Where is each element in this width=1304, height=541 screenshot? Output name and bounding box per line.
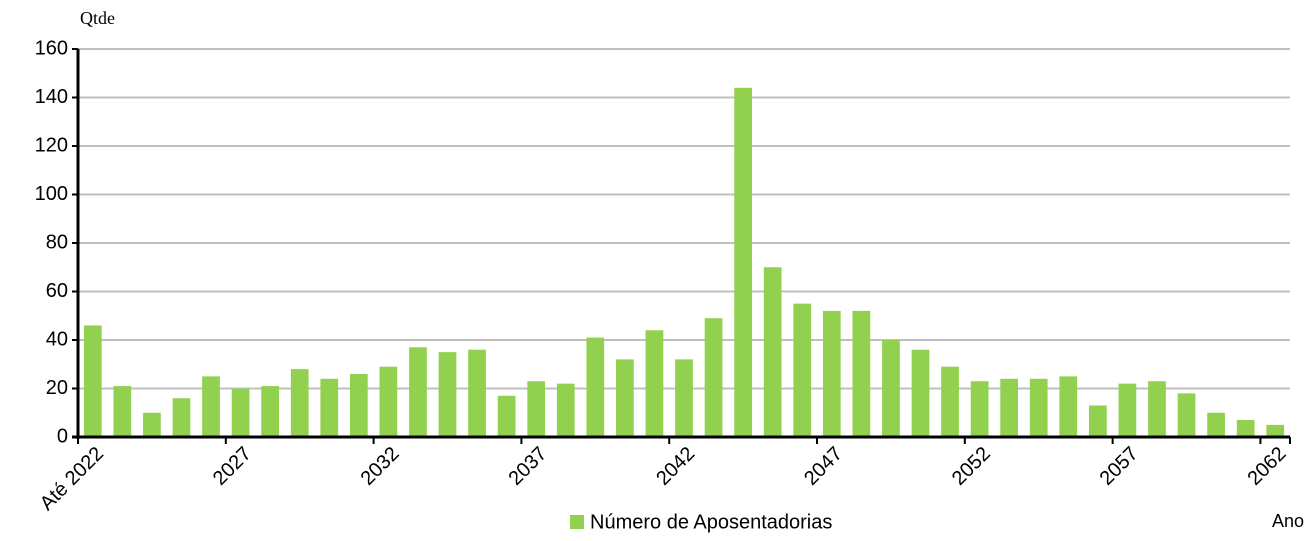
y-tick-label: 160: [35, 37, 68, 59]
bar: [349, 373, 368, 437]
bar: [645, 330, 664, 437]
legend-label: Número de Aposentadorias: [590, 511, 832, 533]
x-tick-label: 2037: [504, 443, 551, 490]
bar: [379, 366, 398, 437]
bar: [409, 347, 427, 437]
bar: [320, 378, 339, 437]
x-tick-label: 2042: [652, 443, 699, 490]
bar: [822, 310, 841, 437]
y-tick-label: 60: [46, 280, 68, 302]
bar: [970, 381, 989, 437]
bar: [1088, 405, 1107, 437]
bar: [1059, 376, 1078, 437]
bar: [1236, 420, 1255, 437]
bar: [1148, 381, 1166, 437]
bar: [172, 398, 191, 437]
y-tick-label: 20: [46, 377, 68, 399]
y-tick-label: 0: [57, 425, 68, 447]
x-tick-label: 2032: [357, 443, 404, 490]
bar: [527, 381, 546, 437]
bar: [941, 366, 959, 437]
bar: [793, 303, 812, 437]
x-tick-label: 2057: [1096, 443, 1143, 490]
legend-swatch: [570, 515, 584, 529]
bar: [882, 340, 900, 437]
bar: [497, 395, 516, 437]
bar: [616, 359, 634, 437]
bar: [1118, 383, 1137, 437]
bar: [763, 267, 782, 437]
bar: [113, 386, 132, 437]
x-tick-label: 2027: [209, 443, 256, 490]
bar: [231, 388, 250, 437]
bar: [704, 318, 723, 437]
bar: [675, 359, 693, 437]
bar: [1177, 393, 1196, 437]
bar: [556, 383, 575, 437]
bar: [83, 325, 102, 437]
bar: [290, 369, 309, 437]
x-tick-label: 2047: [800, 443, 847, 490]
bar: [852, 310, 871, 437]
bar: [1000, 378, 1019, 437]
bar: [1266, 424, 1285, 437]
x-tick-label: 2062: [1243, 443, 1290, 490]
y-tick-label: 40: [46, 328, 68, 350]
bar: [911, 349, 930, 437]
x-tick-label: 2052: [948, 443, 995, 490]
x-axis-title: Ano: [1272, 511, 1304, 531]
bar: [261, 386, 280, 437]
bar: [438, 352, 457, 437]
bar: [734, 87, 752, 438]
bar: [1029, 378, 1048, 437]
bar: [586, 337, 605, 437]
y-tick-label: 140: [35, 86, 68, 108]
y-tick-label: 120: [35, 134, 68, 156]
y-axis-title: Qtde: [80, 8, 115, 28]
bar: [143, 412, 161, 437]
bar: [202, 376, 220, 437]
y-tick-label: 80: [46, 231, 68, 253]
y-tick-label: 100: [35, 183, 68, 205]
bar: [1207, 412, 1225, 437]
x-tick-label: Até 2022: [36, 443, 108, 515]
bar: [468, 349, 486, 437]
